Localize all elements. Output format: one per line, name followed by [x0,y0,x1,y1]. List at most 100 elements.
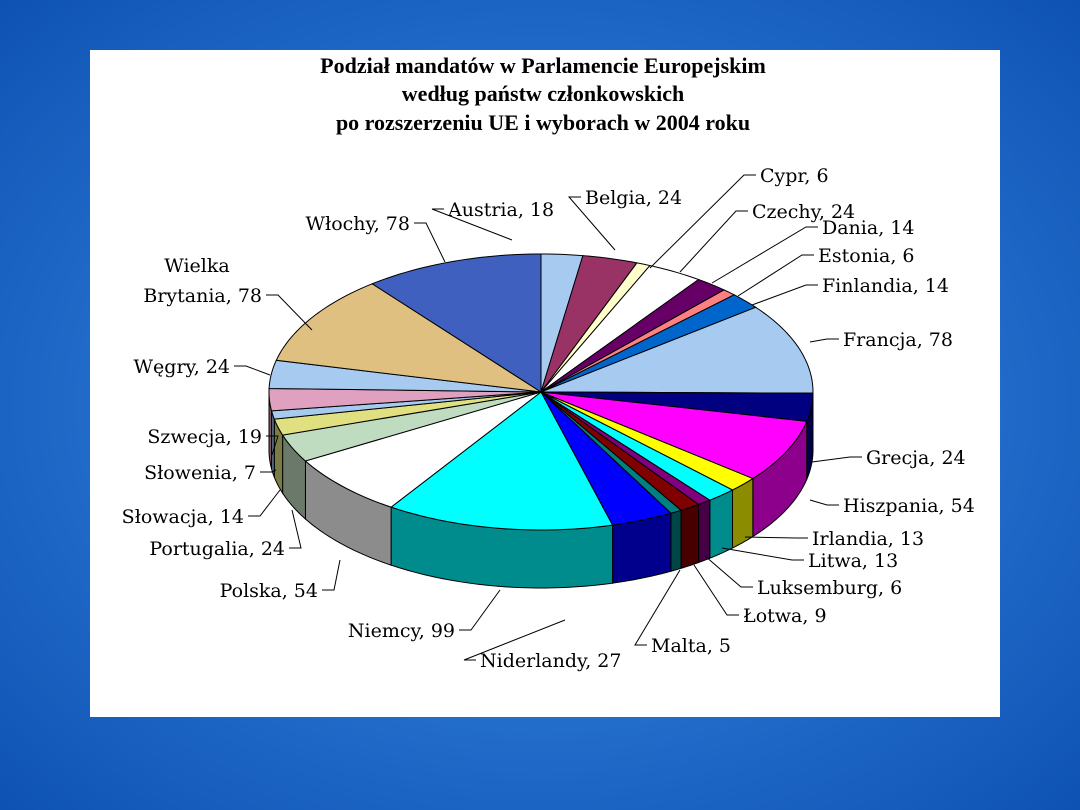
label-portugalia: Portugalia, 24 [149,509,302,560]
label-text: Dania, 14 [822,217,914,239]
label-lotwa: Łotwa, 9 [693,564,827,627]
slice-niemcy [390,391,614,531]
label-text: Łotwa, 9 [743,605,827,627]
label-text: Grecja, 24 [866,447,966,469]
label-estonia: Estonia, 6 [737,245,915,297]
label-grecja: Grecja, 24 [811,447,966,469]
chart-title-line-3: po rozszerzeniu UE i wyborach w 2004 rok… [336,110,750,135]
label-malta: Malta, 5 [634,569,731,657]
label-polska: Polska, 54 [220,559,341,602]
label-text: Włochy, 78 [306,213,410,235]
leader-line [260,469,277,473]
label-wegry: Węgry, 24 [134,356,271,378]
slice-francja [540,306,814,394]
label-cypr: Cypr, 6 [649,165,829,269]
slice-side-litwa [709,489,734,559]
leader-line [266,294,313,331]
label-text: Hiszpania, 54 [843,495,975,517]
label-wlochy: Włochy, 78 [306,213,446,263]
leader-line [679,210,748,273]
pie-slices [268,253,814,531]
slice-wielka-brytania [275,283,542,393]
slice-czechy [540,264,700,393]
leader-line [322,559,341,591]
chart-title-line-2: według państw członkowskich [402,81,684,106]
leader-line [248,489,281,517]
label-finlandia: Finlandia, 14 [751,275,949,306]
label-text: Litwa, 13 [808,550,898,572]
label-text: Cypr, 6 [760,165,829,187]
slice-side-lotwa [680,503,700,569]
label-szwecja: Szwecja, 19 [147,426,279,456]
label-text: Belgia, 24 [585,187,682,209]
slice-szwecja [268,387,542,412]
label-luksemburg: Luksemburg, 6 [704,555,902,599]
slice-side-luksemburg [698,499,711,564]
label-text: Polska, 54 [220,580,318,602]
leader-line [567,196,616,251]
slice-finlandia [540,294,757,393]
leader-line [693,564,739,616]
leader-line [459,589,501,631]
label-irlandia: Irlandia, 13 [744,528,924,550]
label-austria: Austria, 18 [431,199,554,241]
slice-irlandia [540,391,754,491]
leader-line [744,536,808,539]
leader-line [431,208,513,241]
label-francja: Francja, 78 [809,329,953,351]
label-litwa: Litwa, 13 [721,547,898,572]
leader-line [751,284,818,306]
label-text: Irlandia, 13 [812,528,924,550]
label-belgia: Belgia, 24 [567,187,682,251]
leader-line [737,254,814,297]
slice-niderlandy [540,391,672,526]
label-text: Wielka Brytania, 78 [143,255,262,307]
slice-hiszpania [540,391,808,480]
label-text: Słowacja, 14 [122,506,244,528]
leader-line [809,338,839,343]
leader-line [711,226,818,284]
label-text: Estonia, 6 [818,245,915,267]
leader-line [811,456,862,463]
leader-line [809,499,839,506]
label-slowenia: Słowenia, 7 [144,462,277,484]
label-czechy: Czechy, 24 [679,201,855,273]
label-hiszpania: Hiszpania, 54 [809,495,975,517]
slice-litwa [540,391,734,501]
label-text: Niderlandy, 27 [480,650,621,672]
label-text: Węgry, 24 [134,356,230,378]
label-text: Czechy, 24 [752,201,855,223]
label-dania: Dania, 14 [711,217,914,284]
label-text: Francja, 78 [843,329,953,351]
slice-wlochy [371,253,542,393]
leader-line [634,569,681,646]
label-text: Niemcy, 99 [348,620,455,642]
chart-title-line-1: Podział mandatów w Parlamencie Europejsk… [320,53,766,78]
leader-line [463,619,566,661]
slice-polska [304,391,542,508]
label-wielka-brytania: Wielka Brytania, 78 [143,255,313,331]
slice-dania [540,278,726,393]
leader-line [266,435,279,456]
label-text: Finlandia, 14 [822,275,949,297]
label-text: Słowenia, 7 [144,462,256,484]
slice-side-malta [670,509,682,572]
slice-portugalia [281,391,542,462]
label-text: Portugalia, 24 [149,538,285,560]
data-labels: Austria, 18 Belgia, 24 Cypr, 6 Czechy, 24Da… [122,165,975,672]
leader-line [649,174,756,269]
slice-slowacja [273,391,542,436]
label-text: Luksemburg, 6 [757,577,902,599]
leader-line [704,555,753,588]
label-niderlandy: Niderlandy, 27 [463,619,621,672]
label-slowacja: Słowacja, 14 [122,489,281,528]
leader-line [414,222,446,263]
label-text: Malta, 5 [651,635,731,657]
label-text: Austria, 18 [447,199,554,221]
leader-line [721,547,804,561]
label-niemcy: Niemcy, 99 [348,589,501,642]
label-text: Szwecja, 19 [147,426,262,448]
slice-belgia [540,255,638,393]
leader-line [289,509,302,549]
